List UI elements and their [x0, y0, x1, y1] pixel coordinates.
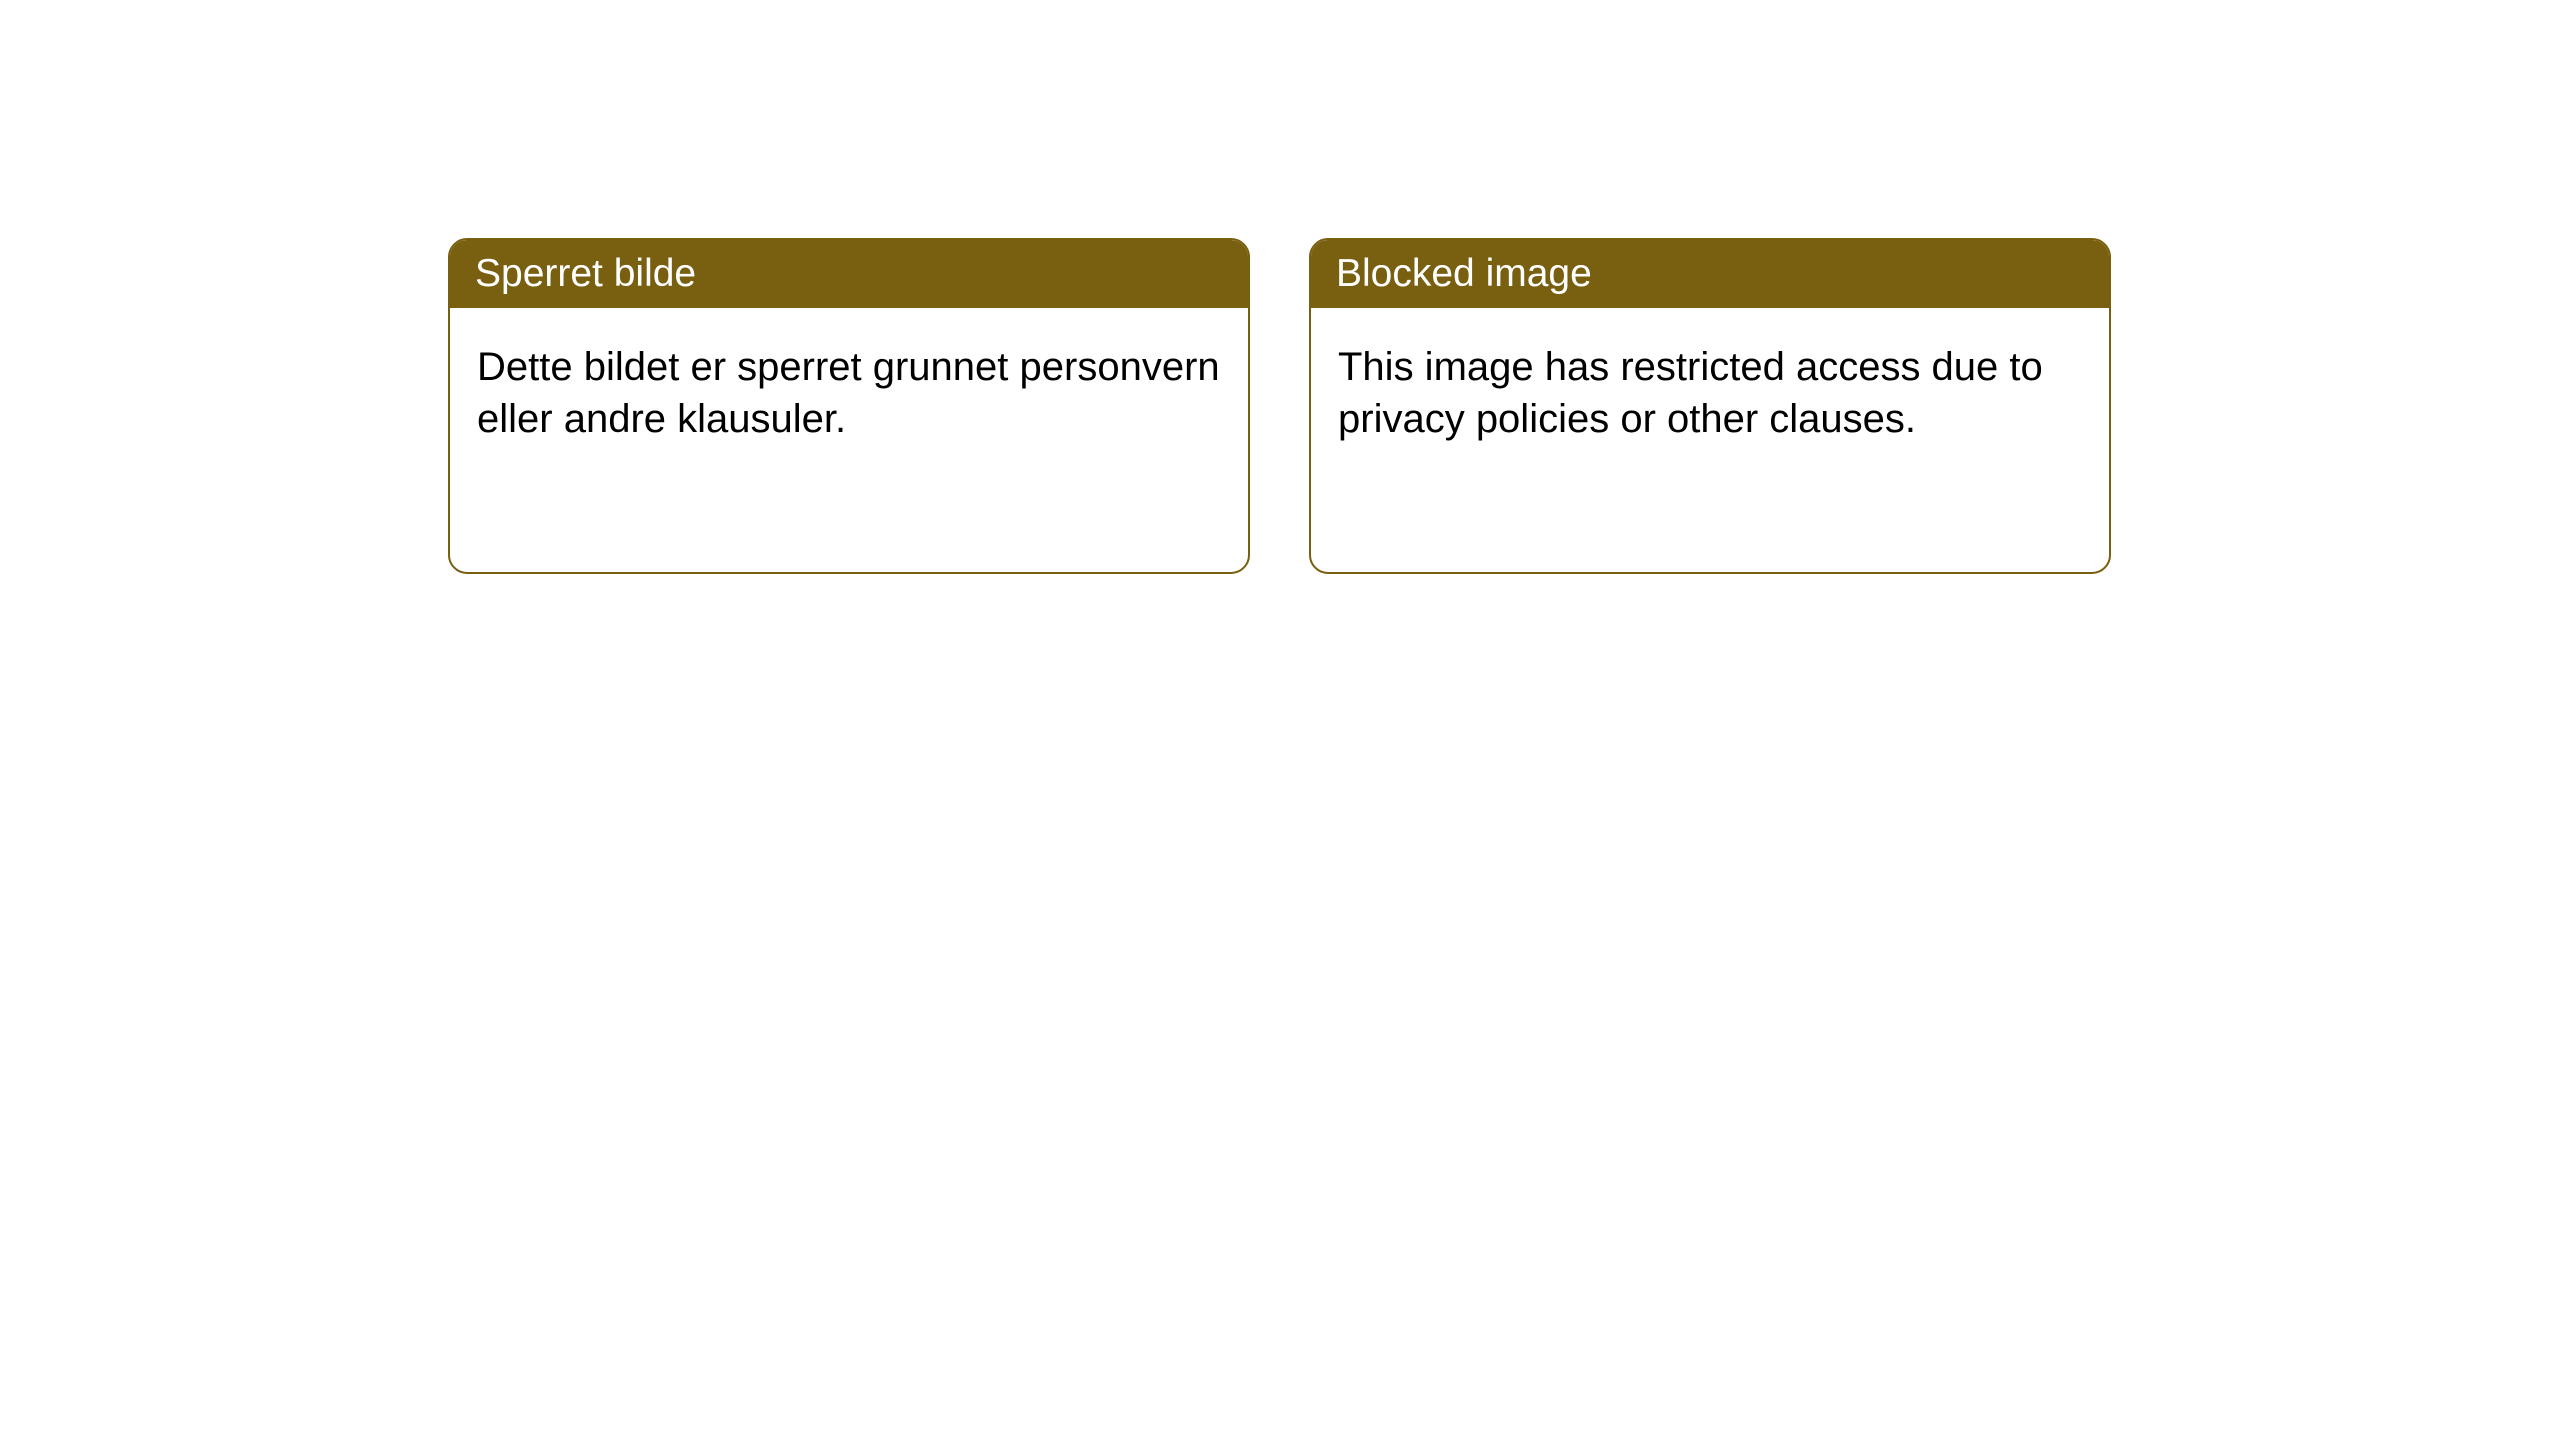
notice-card-en: Blocked image This image has restricted … — [1309, 238, 2111, 574]
card-body-en: This image has restricted access due to … — [1311, 308, 2109, 478]
notice-container: Sperret bilde Dette bildet er sperret gr… — [448, 238, 2111, 574]
card-header-en: Blocked image — [1311, 240, 2109, 308]
notice-card-no: Sperret bilde Dette bildet er sperret gr… — [448, 238, 1250, 574]
card-header-no: Sperret bilde — [450, 240, 1248, 308]
card-body-no: Dette bildet er sperret grunnet personve… — [450, 308, 1248, 478]
